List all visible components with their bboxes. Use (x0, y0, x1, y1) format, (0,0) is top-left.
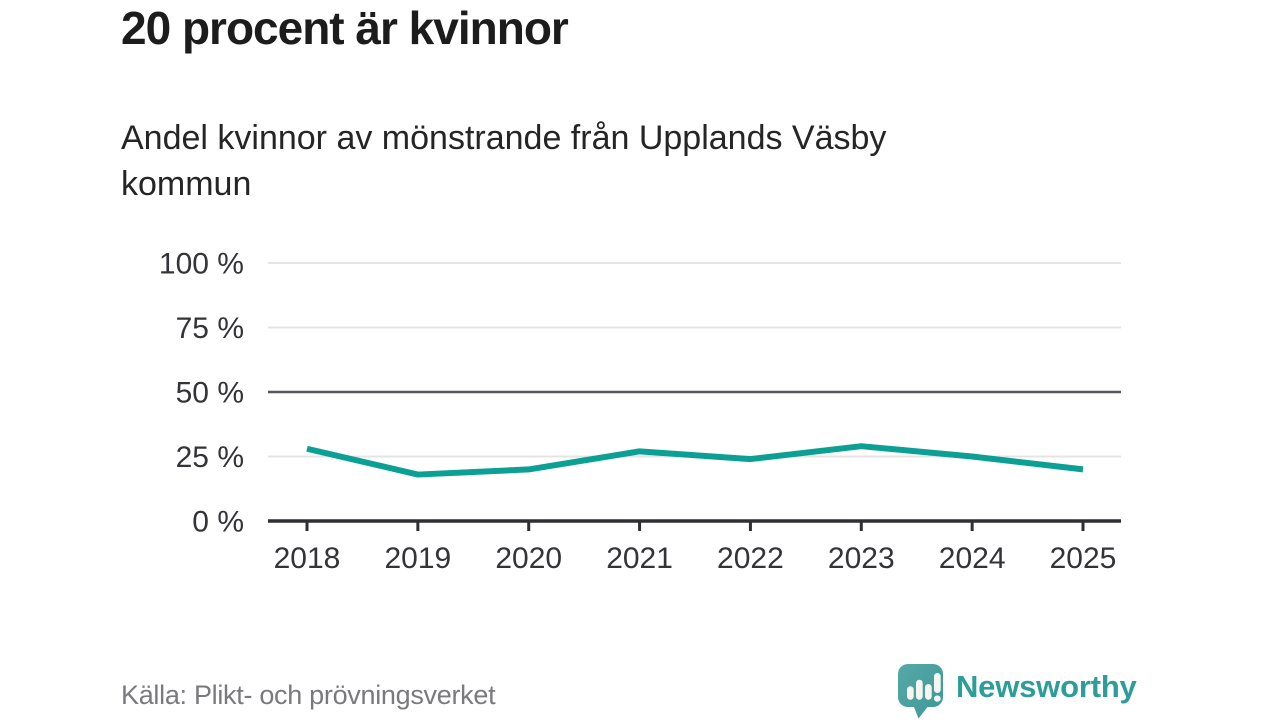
x-tick-label: 2019 (384, 542, 451, 575)
brand-name: Newsworthy (956, 669, 1137, 704)
newsworthy-logo: Newsworthy (896, 662, 1137, 719)
y-tick-label: 50 % (176, 377, 244, 410)
x-tick-label: 2021 (606, 542, 673, 575)
y-tick-label: 25 % (176, 441, 244, 474)
data-line-andel-kvinnor (306, 443, 1084, 478)
exclamation-bar (934, 673, 941, 693)
exclamation-dot (934, 695, 941, 702)
chart-subtitle: Andel kvinnor av mönstrande från Uppland… (121, 119, 887, 203)
y-tick-label: 100 % (159, 248, 244, 281)
x-tick-label: 2022 (717, 542, 784, 575)
chart-title: 20 procent är kvinnor (121, 2, 569, 54)
x-tick-label: 2018 (274, 542, 341, 575)
newsworthy-bubble-icon (898, 664, 943, 719)
y-tick-label: 0 % (192, 506, 244, 539)
x-tick-label: 2025 (1050, 542, 1117, 575)
logo-bar-chart-glyph (907, 673, 941, 702)
x-tick-label: 2024 (939, 542, 1006, 575)
y-tick-label: 75 % (176, 312, 244, 345)
x-tick-label: 2020 (495, 542, 562, 575)
line-chart: 0 % 25 % 50 % 75 % 100 % 2018 2019 2020 2021 2022… (159, 248, 1121, 575)
x-tick-label: 2023 (828, 542, 895, 575)
source-attribution: Källa: Plikt- och prövningsverket (121, 680, 496, 710)
